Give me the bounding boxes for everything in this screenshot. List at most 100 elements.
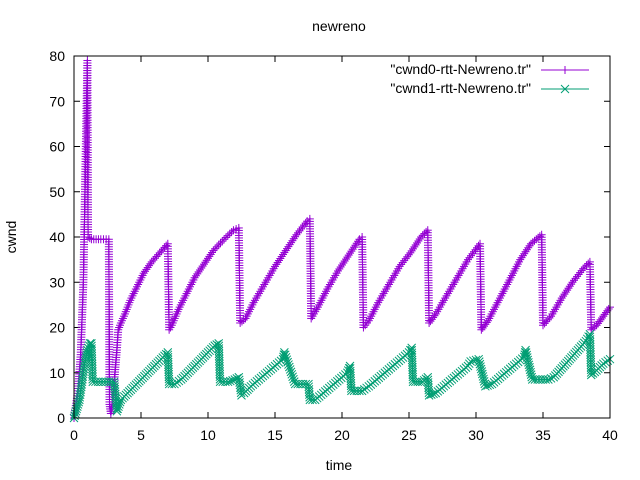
- y-tick-label: 20: [49, 320, 65, 336]
- data-point: [85, 338, 95, 348]
- y-tick-label: 30: [49, 274, 65, 290]
- x-tick-label: 30: [468, 427, 484, 443]
- x-tick-label: 25: [401, 427, 417, 443]
- data-point: [545, 313, 554, 322]
- data-point: [212, 242, 221, 251]
- data-point: [227, 228, 236, 237]
- data-point: [135, 278, 144, 287]
- x-tick-label: 35: [535, 427, 551, 443]
- data-point: [577, 266, 586, 275]
- data-point: [285, 365, 295, 374]
- data-point: [162, 241, 171, 250]
- data-point: [354, 237, 363, 246]
- data-point: [542, 317, 551, 326]
- data-point: [482, 318, 491, 327]
- data-point: [584, 332, 593, 341]
- series-0: [70, 56, 614, 422]
- x-tick-label: 10: [200, 427, 216, 443]
- data-point: [183, 287, 192, 296]
- x-axis-label: time: [326, 457, 353, 473]
- data-point: [280, 350, 290, 360]
- data-point: [422, 227, 431, 236]
- data-point: [601, 357, 610, 367]
- y-axis-ticks: 0 10 20 30 40 50 60 70 80: [49, 48, 610, 426]
- data-point: [150, 254, 159, 263]
- data-point: [210, 341, 220, 350]
- plot-frame: [73, 55, 611, 419]
- data-point: [170, 379, 179, 389]
- data-point: [579, 264, 588, 273]
- data-point: [420, 229, 429, 238]
- data-point: [134, 280, 143, 289]
- data-point: [543, 315, 552, 324]
- data-point: [247, 303, 256, 312]
- data-point: [85, 234, 94, 243]
- data-point: [282, 355, 292, 365]
- data-point: [474, 357, 484, 366]
- data-point: [477, 369, 487, 379]
- x-tick-label: 0: [70, 427, 78, 443]
- data-point: [220, 235, 229, 244]
- data-point: [129, 289, 138, 298]
- legend-marker-0: [561, 66, 569, 74]
- y-axis-label: cwnd: [3, 221, 19, 254]
- data-point: [474, 354, 484, 364]
- data-point: [130, 287, 139, 296]
- data-point: [604, 304, 613, 313]
- data-point: [284, 362, 294, 372]
- legend-label-0: "cwnd0-rtt-Newreno.tr": [390, 61, 531, 77]
- plot-series: [69, 56, 615, 423]
- data-point: [603, 356, 613, 366]
- data-point: [586, 368, 596, 377]
- data-point: [155, 248, 164, 257]
- data-point: [218, 237, 227, 246]
- data-point: [476, 364, 486, 374]
- data-point: [181, 291, 190, 300]
- x-tick-label: 40: [602, 427, 618, 443]
- data-point: [535, 232, 544, 241]
- y-tick-label: 70: [49, 93, 65, 109]
- y-tick-label: 50: [49, 184, 65, 200]
- data-point: [179, 296, 188, 305]
- x-tick-label: 15: [267, 427, 283, 443]
- data-point: [225, 229, 234, 238]
- series-1: [69, 329, 615, 423]
- data-point: [186, 282, 195, 291]
- data-point: [114, 400, 124, 409]
- data-point: [301, 219, 310, 228]
- data-point: [211, 244, 220, 253]
- y-tick-label: 10: [49, 365, 65, 381]
- data-point: [284, 360, 293, 369]
- data-point: [479, 377, 489, 386]
- data-point: [308, 395, 317, 405]
- y-tick-label: 60: [49, 139, 65, 155]
- data-point: [288, 372, 297, 382]
- data-point: [236, 388, 246, 398]
- data-point: [520, 348, 530, 357]
- data-point: [223, 231, 232, 240]
- data-point: [541, 375, 551, 384]
- data-point: [246, 305, 255, 314]
- data-point: [136, 275, 145, 284]
- data-point: [244, 307, 253, 316]
- data-point: [355, 386, 364, 396]
- data-point: [182, 289, 191, 298]
- data-point: [243, 309, 252, 318]
- data-point: [214, 240, 223, 249]
- data-point: [598, 359, 608, 369]
- data-point: [477, 367, 487, 376]
- data-point: [147, 257, 156, 266]
- data-point: [188, 278, 197, 287]
- data-point: [131, 285, 140, 294]
- data-point: [405, 345, 415, 355]
- data-point: [152, 252, 161, 261]
- data-point: [584, 259, 593, 268]
- data-point: [362, 383, 371, 393]
- data-point: [466, 357, 475, 366]
- data-point: [137, 273, 146, 282]
- data-point: [544, 375, 553, 384]
- data-point: [476, 362, 485, 371]
- data-point: [430, 311, 439, 320]
- legend: "cwnd0-rtt-Newreno.tr" "cwnd1-rtt-Newren…: [390, 61, 589, 96]
